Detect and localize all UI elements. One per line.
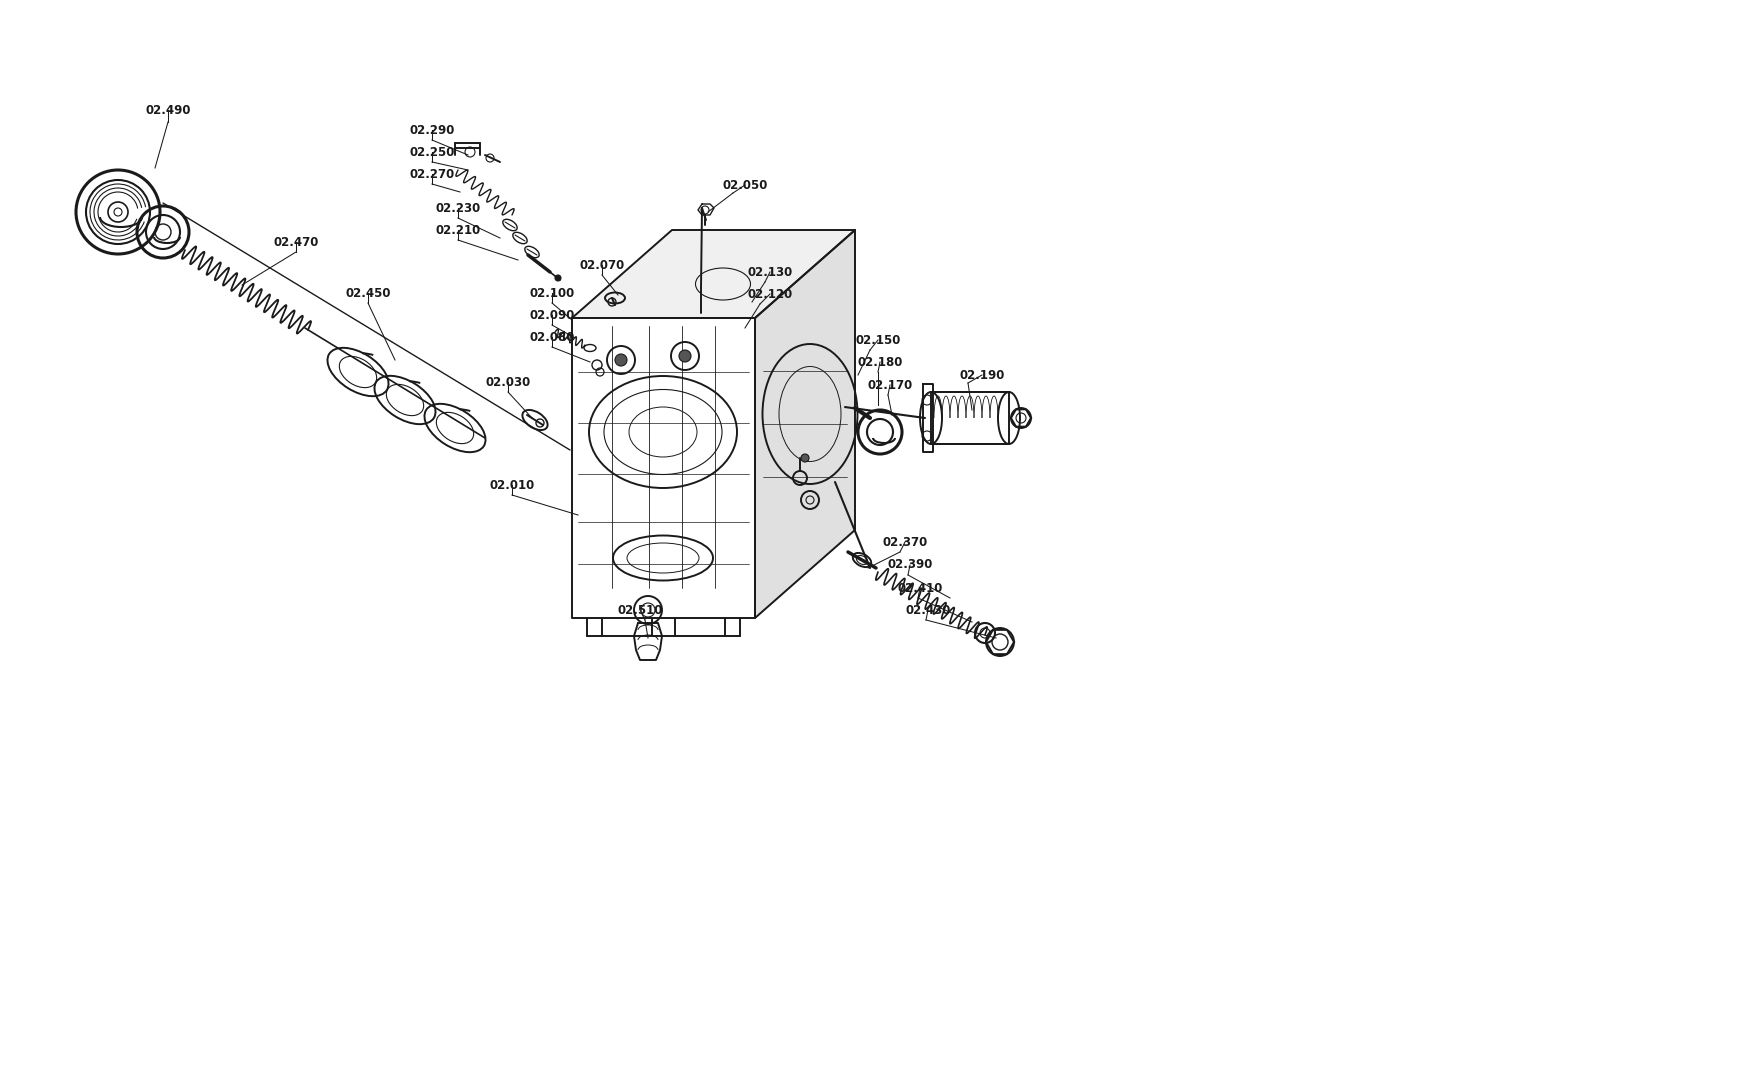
Text: 02.410: 02.410 bbox=[897, 581, 943, 595]
Text: 02.130: 02.130 bbox=[748, 265, 793, 278]
Text: 02.430: 02.430 bbox=[904, 603, 949, 616]
Text: 02.120: 02.120 bbox=[748, 288, 793, 301]
Text: 02.470: 02.470 bbox=[273, 235, 318, 248]
Text: 02.090: 02.090 bbox=[529, 308, 574, 321]
Polygon shape bbox=[755, 230, 854, 618]
Text: 02.190: 02.190 bbox=[958, 368, 1003, 382]
Text: 02.070: 02.070 bbox=[579, 259, 624, 272]
Circle shape bbox=[678, 350, 690, 362]
Text: 02.050: 02.050 bbox=[722, 179, 767, 192]
Text: 02.170: 02.170 bbox=[866, 379, 911, 392]
Polygon shape bbox=[922, 384, 932, 452]
Text: 02.210: 02.210 bbox=[435, 224, 480, 236]
Text: 02.080: 02.080 bbox=[529, 331, 574, 343]
Circle shape bbox=[800, 454, 809, 462]
Text: 02.230: 02.230 bbox=[435, 201, 480, 214]
Text: 02.490: 02.490 bbox=[144, 104, 191, 117]
Polygon shape bbox=[930, 392, 1009, 444]
Polygon shape bbox=[572, 230, 854, 318]
Circle shape bbox=[555, 275, 560, 281]
Polygon shape bbox=[633, 623, 661, 660]
Text: 02.510: 02.510 bbox=[617, 603, 663, 616]
Text: 02.030: 02.030 bbox=[485, 376, 530, 388]
Text: 02.450: 02.450 bbox=[344, 287, 391, 300]
Text: 02.100: 02.100 bbox=[529, 287, 574, 300]
Text: 02.010: 02.010 bbox=[489, 478, 534, 491]
Text: 02.370: 02.370 bbox=[882, 535, 927, 549]
Text: 02.270: 02.270 bbox=[409, 168, 454, 181]
Text: 02.290: 02.290 bbox=[409, 123, 454, 137]
Circle shape bbox=[614, 354, 626, 366]
Polygon shape bbox=[697, 204, 713, 215]
Text: 02.150: 02.150 bbox=[856, 334, 901, 347]
Text: 02.250: 02.250 bbox=[409, 146, 454, 158]
Polygon shape bbox=[572, 318, 755, 618]
Text: 02.390: 02.390 bbox=[887, 559, 932, 571]
Text: 02.180: 02.180 bbox=[857, 355, 903, 368]
